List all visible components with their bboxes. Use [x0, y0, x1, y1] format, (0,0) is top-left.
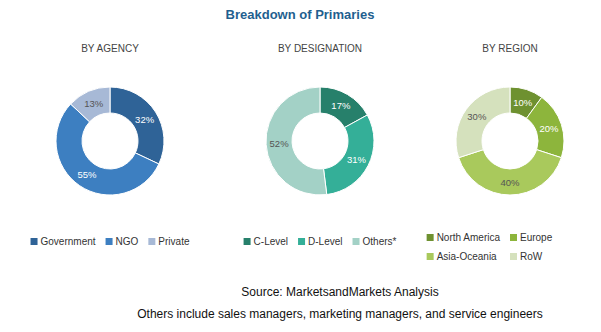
legend-label: Government	[41, 236, 96, 247]
legend-item: North America	[427, 232, 501, 243]
legend-label: D-Level	[308, 236, 342, 247]
data-label: 10%	[513, 97, 533, 108]
legend: Government NGO Private	[31, 236, 190, 247]
data-label: 52%	[270, 138, 290, 149]
legend-label: Asia-Oceania	[437, 251, 497, 262]
chart-subtitle: BY AGENCY	[81, 43, 139, 54]
data-labels: 10% 20% 40% 30%	[467, 97, 559, 188]
legend-item: NGO	[106, 236, 139, 247]
data-label: 40%	[500, 177, 520, 188]
data-labels: 32% 55% 13%	[77, 98, 154, 181]
legend-label: RoW	[520, 251, 543, 262]
donut-chart: BY REGION 10% 20% 40% 30% North America Europe…	[427, 43, 564, 262]
source-note: Source: MarketsandMarkets Analysis	[241, 285, 438, 299]
legend-label: C-Level	[254, 236, 288, 247]
slice	[266, 87, 327, 195]
data-label: 30%	[467, 111, 487, 122]
legend-swatch	[353, 238, 360, 245]
chart-subtitle: BY REGION	[482, 43, 537, 54]
legend-swatch	[298, 238, 305, 245]
slice	[324, 115, 374, 195]
legend-item: RoW	[510, 251, 543, 262]
data-label: 17%	[331, 100, 351, 111]
slices	[56, 87, 164, 195]
donut-chart: BY AGENCY 32% 55% 13% Government NGO Private	[31, 43, 190, 247]
legend-item: Government	[31, 236, 96, 247]
legend-swatch	[244, 238, 251, 245]
legend-item: Asia-Oceania	[427, 251, 497, 262]
legend-label: NGO	[116, 236, 139, 247]
legend-swatch	[31, 238, 38, 245]
main-title: Breakdown of Primaries	[226, 7, 375, 22]
legend-swatch	[510, 234, 517, 241]
chart-root: Breakdown of Primaries BY AGENCY 32% 55% 13%…	[0, 0, 601, 332]
data-label: 13%	[84, 98, 104, 109]
legend-label: Europe	[520, 232, 553, 243]
data-labels: 17% 31% 52%	[270, 100, 367, 165]
legend: North America Europe Asia-Oceania RoW	[427, 232, 553, 262]
slice	[456, 87, 510, 158]
legend-item: Private	[148, 236, 190, 247]
legend-swatch	[106, 238, 113, 245]
legend-swatch	[510, 253, 517, 260]
slice	[71, 87, 110, 122]
slice	[110, 87, 164, 164]
data-label: 32%	[135, 114, 155, 125]
legend-swatch	[148, 238, 155, 245]
slices	[456, 87, 564, 195]
data-label: 55%	[77, 169, 97, 180]
legend-item: D-Level	[298, 236, 342, 247]
footnote: Others include sales managers, marketing…	[137, 307, 543, 321]
legend-label: Private	[158, 236, 190, 247]
slice	[56, 104, 159, 195]
slices	[266, 87, 374, 195]
page: {"title": "Breakdown of Primaries", "sou…	[0, 0, 601, 332]
chart-subtitle: BY DESIGNATION	[278, 43, 362, 54]
legend-swatch	[427, 253, 434, 260]
legend-item: Others*	[353, 236, 397, 247]
donut-chart: BY DESIGNATION 17% 31% 52% C-Level D-Level Oth…	[244, 43, 397, 247]
data-label: 20%	[539, 123, 559, 134]
data-label: 31%	[347, 154, 367, 165]
legend-item: Europe	[510, 232, 553, 243]
legend-label: Others*	[363, 236, 397, 247]
legend-label: North America	[437, 232, 501, 243]
legend-item: C-Level	[244, 236, 288, 247]
legend: C-Level D-Level Others*	[244, 236, 397, 247]
slice	[459, 150, 562, 195]
legend-swatch	[427, 234, 434, 241]
